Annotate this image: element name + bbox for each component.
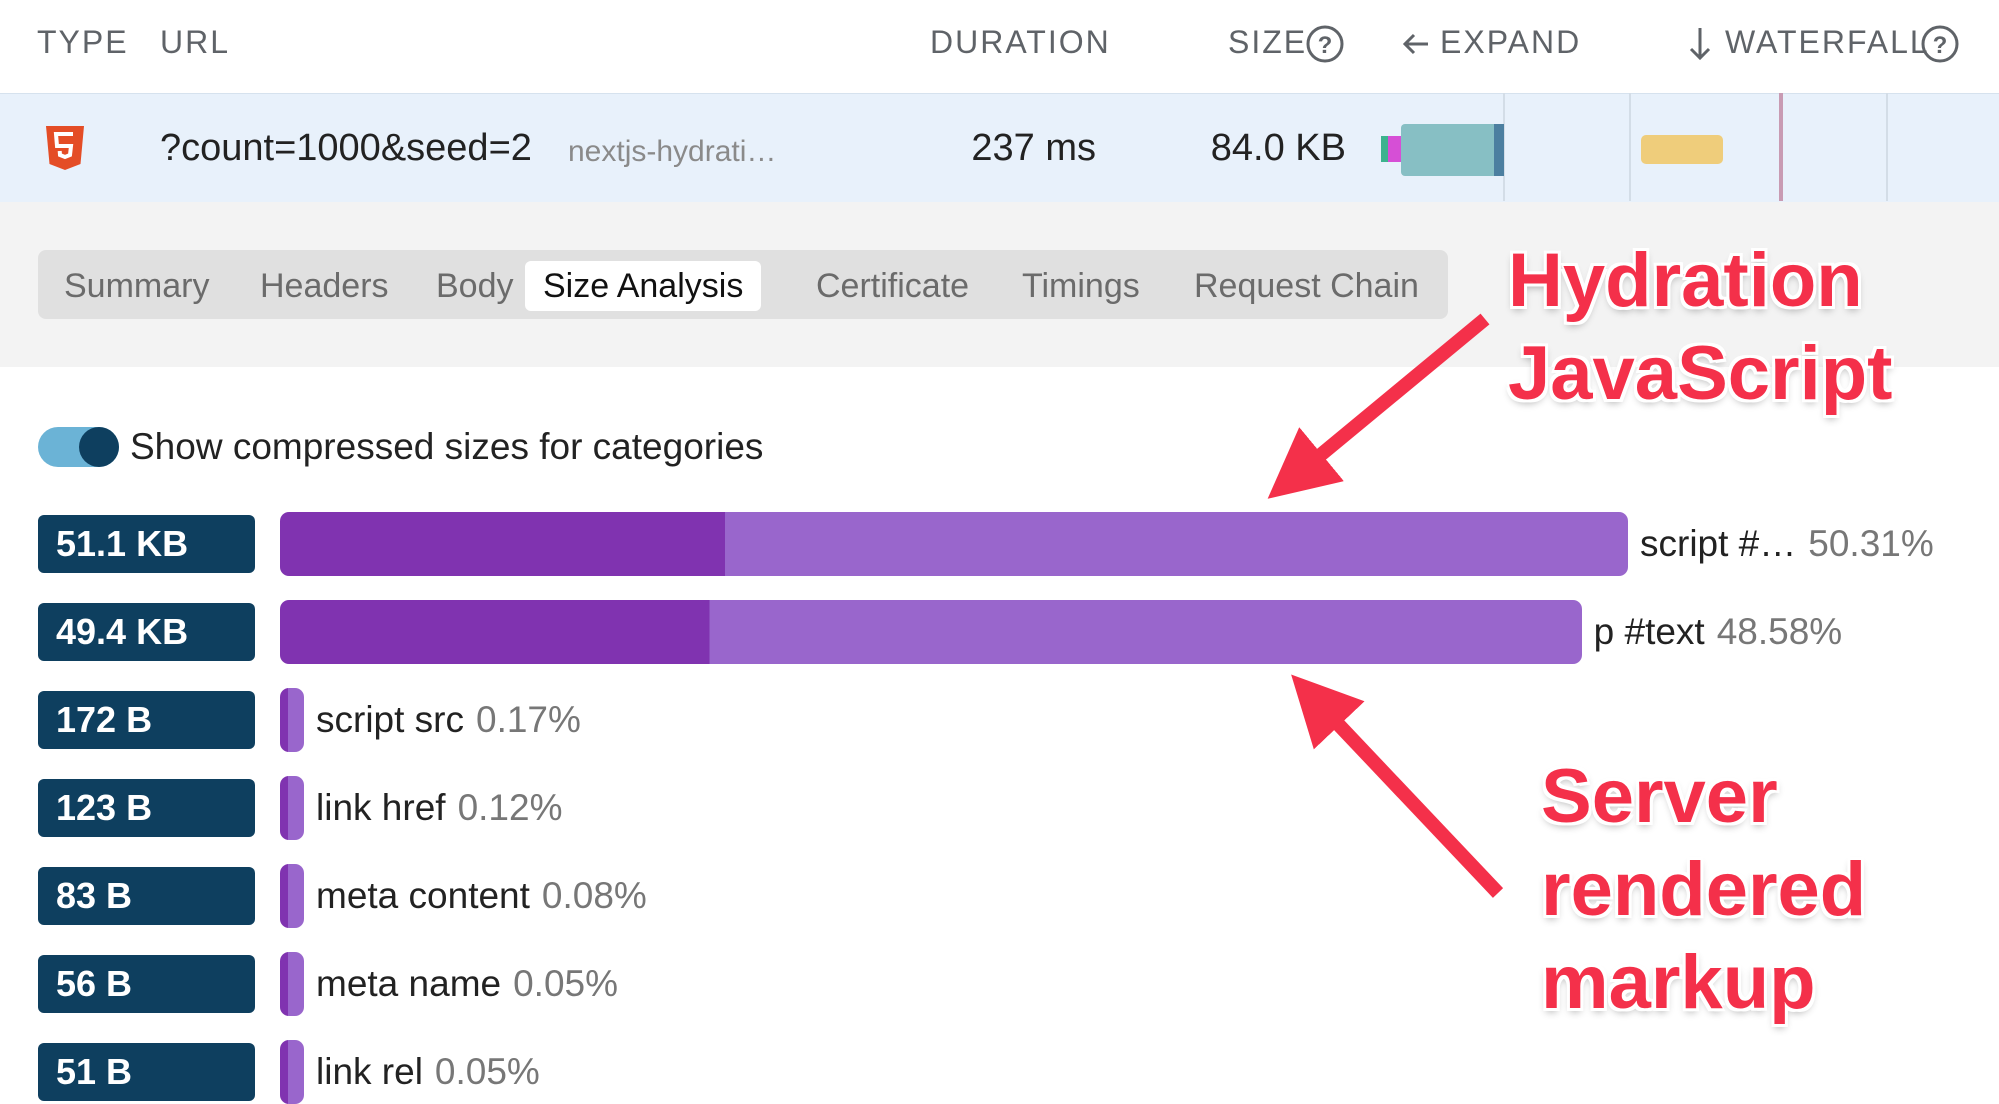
waterfall bbox=[1381, 93, 1888, 201]
help-icon[interactable]: ? bbox=[1305, 24, 1345, 64]
request-host: nextjs-hydrati… bbox=[568, 135, 777, 168]
size-label: 123 B bbox=[38, 779, 255, 837]
size-label: 172 B bbox=[38, 691, 255, 749]
col-type: TYPE bbox=[37, 24, 129, 60]
size-row: 83 B meta content 0.08% bbox=[38, 864, 647, 928]
request-size: 84.0 KB bbox=[1210, 127, 1346, 169]
annotation-line: JavaScript bbox=[1508, 331, 1893, 416]
tab[interactable]: Size Analysis bbox=[525, 261, 762, 311]
category-name: link rel bbox=[316, 1051, 423, 1092]
bar bbox=[280, 512, 1628, 576]
toggle-label[interactable]: Show compressed sizes for categories bbox=[130, 426, 764, 467]
bar bbox=[280, 952, 304, 1016]
percent-label: 0.05% bbox=[434, 1051, 540, 1092]
bar bbox=[280, 864, 304, 928]
annotation-line: Hydration bbox=[1508, 238, 1863, 323]
annotation: Hydration JavaScript bbox=[1508, 234, 1892, 420]
bar bbox=[280, 688, 304, 752]
percent-label: 0.12% bbox=[457, 787, 563, 828]
annotation: Server rendered markup bbox=[1541, 750, 1866, 1029]
help-icon[interactable]: ? bbox=[1920, 24, 1960, 64]
percent-label: 0.17% bbox=[476, 699, 581, 740]
percent-label: 50.31% bbox=[1808, 523, 1934, 564]
col-duration[interactable]: DURATION bbox=[930, 24, 1111, 60]
size-label: 83 B bbox=[38, 867, 255, 925]
size-label: 51.1 KB bbox=[38, 515, 255, 573]
size-row: 51 B link rel 0.05% bbox=[38, 1040, 540, 1104]
category-name: meta name bbox=[316, 963, 502, 1004]
toggle[interactable] bbox=[38, 427, 119, 467]
annotation-line: markup bbox=[1541, 940, 1816, 1025]
toggle-knob bbox=[79, 427, 119, 467]
category-name: meta content bbox=[316, 875, 530, 916]
percent-label: 0.05% bbox=[513, 963, 619, 1004]
arrow-down-icon bbox=[1689, 28, 1711, 61]
tab[interactable]: Headers bbox=[260, 267, 389, 305]
col-waterfall[interactable]: WATERFALL bbox=[1725, 24, 1930, 60]
tab[interactable]: Certificate bbox=[816, 267, 970, 305]
size-row: 51.1 KB script #… 50.31% bbox=[38, 512, 1934, 576]
request-url: ?count=1000&seed=2 bbox=[160, 127, 532, 169]
percent-label: 0.08% bbox=[541, 875, 647, 916]
col-expand[interactable]: EXPAND bbox=[1440, 24, 1582, 60]
tab[interactable]: Body bbox=[436, 267, 514, 305]
size-label: 51 B bbox=[38, 1043, 255, 1101]
size-row: 56 B meta name 0.05% bbox=[38, 952, 618, 1016]
size-row: 123 B link href 0.12% bbox=[38, 776, 562, 840]
category-name: script #… bbox=[1640, 523, 1797, 564]
size-row: 172 B script src 0.17% bbox=[38, 688, 581, 752]
category-name: link href bbox=[316, 787, 446, 828]
bar bbox=[280, 776, 304, 840]
col-url: URL bbox=[160, 24, 231, 60]
request-duration: 237 ms bbox=[971, 127, 1096, 169]
page: TYPE URL DURATION SIZE ? EXPAND WATERFAL… bbox=[0, 24, 1999, 1104]
svg-text:?: ? bbox=[1933, 32, 1948, 59]
size-label: 56 B bbox=[38, 955, 255, 1013]
arrow-left-icon bbox=[1402, 33, 1428, 55]
svg-text:?: ? bbox=[1318, 32, 1333, 59]
tab[interactable]: Timings bbox=[1022, 267, 1140, 305]
percent-label: 48.58% bbox=[1716, 611, 1843, 652]
annotation-line: rendered bbox=[1541, 847, 1867, 932]
category-name: p #text bbox=[1593, 611, 1705, 652]
tab[interactable]: Request Chain bbox=[1194, 267, 1419, 305]
size-label: 49.4 KB bbox=[38, 603, 255, 661]
bar bbox=[280, 1040, 304, 1104]
category-name: script src bbox=[316, 699, 464, 740]
html5-icon bbox=[46, 126, 84, 170]
tab[interactable]: Summary bbox=[64, 267, 210, 305]
size-row: 49.4 KB p #text 48.58% bbox=[38, 600, 1842, 664]
bar bbox=[280, 600, 1582, 664]
col-size[interactable]: SIZE bbox=[1228, 24, 1308, 60]
annotation-line: Server bbox=[1541, 754, 1778, 839]
